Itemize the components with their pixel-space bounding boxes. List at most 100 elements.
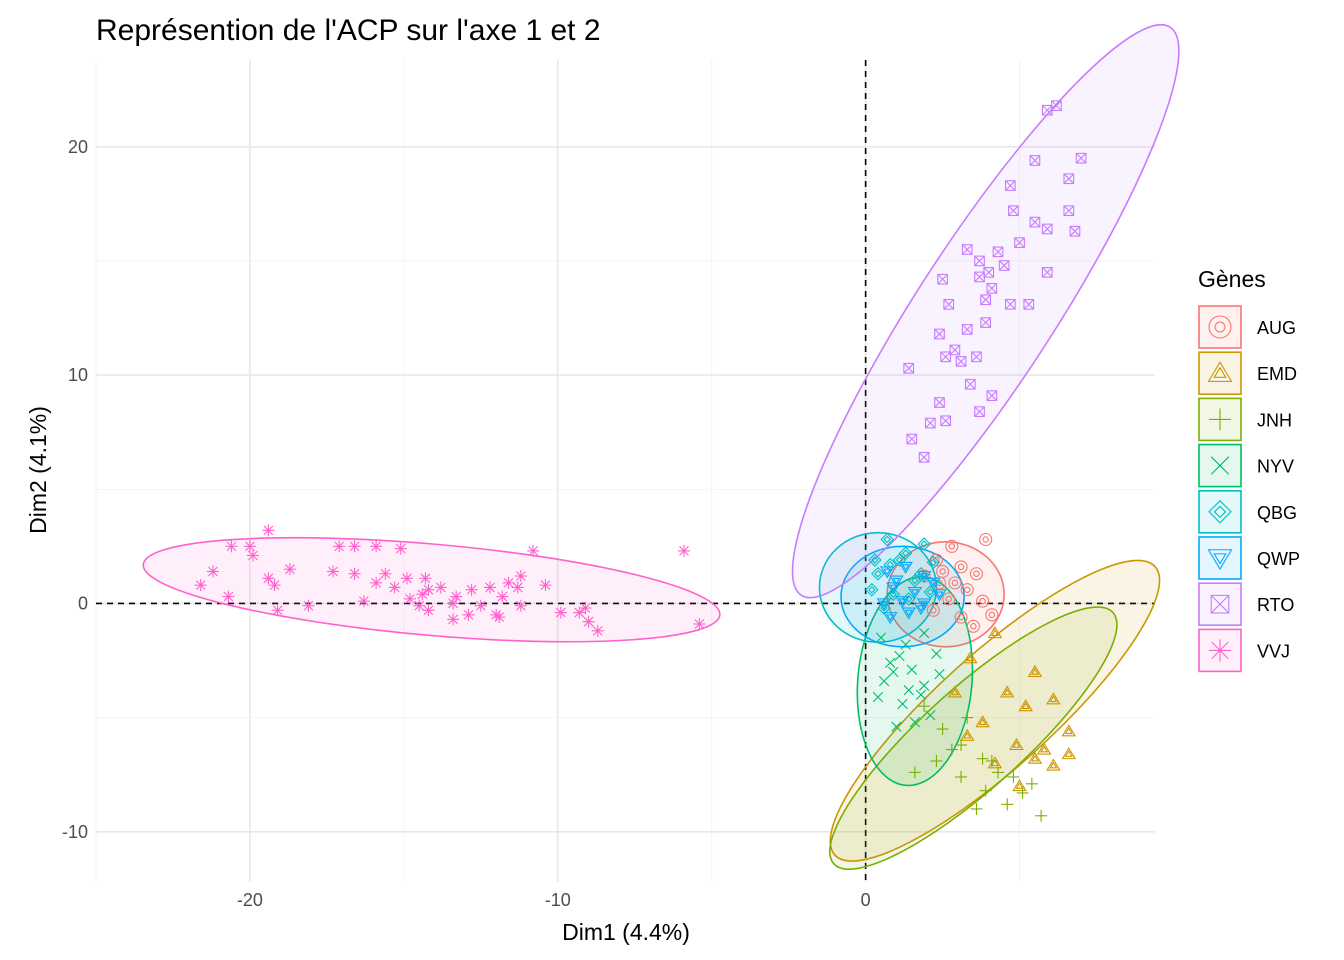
point-jnh [976,752,989,765]
legend-item-rto: RTO [1198,582,1294,627]
point-nyv [900,639,911,650]
point-rto [934,328,945,340]
point-qbg [871,566,885,581]
point-rto [906,433,918,445]
point-rto [1063,173,1075,185]
point-qbg [883,557,898,572]
point-nyv [885,657,896,668]
point-emd [963,651,978,664]
point-aug [966,619,980,633]
point-vvj [447,613,460,626]
point-emd [1061,724,1077,737]
point-rto [1014,237,1025,249]
point-vvj [247,549,260,562]
point-qwp [932,589,947,602]
legend-vvj-icon [1209,639,1231,662]
point-emd [1027,751,1043,764]
point-jnh [961,711,974,724]
point-vvj [327,565,340,578]
point-vvj [514,599,527,612]
point-vvj [194,579,207,592]
legend-label: NYV [1257,457,1294,477]
point-rto [937,273,948,285]
point-nyv [903,685,914,696]
point-rto [1004,180,1016,191]
legend-title: Gènes [1198,266,1266,292]
point-nyv [878,675,890,687]
point-emd [1009,737,1024,751]
point-qwp [876,598,892,611]
point-nyv [915,689,927,700]
point-rto [1023,298,1035,310]
point-qwp [889,575,904,588]
point-rto [1041,266,1053,278]
point-nyv [918,627,930,639]
point-emd [975,715,990,728]
legend-key [1198,305,1242,349]
point-qwp [916,598,932,611]
point-aug [969,567,983,581]
point-qwp [895,596,910,609]
point-jnh [1025,777,1038,790]
point-rto [1029,216,1041,228]
legend-item-qbg: QBG [1198,489,1297,534]
point-qbg [886,587,901,602]
x-tick-label: 0 [861,890,871,910]
point-jnh [936,723,949,736]
point-vvj [370,576,383,589]
point-vvj [527,544,540,557]
point-rto [1041,104,1053,116]
point-vvj [462,608,475,621]
point-aug [945,539,959,553]
point-vvj [271,604,284,617]
confidence-ellipses [142,23,1180,871]
legend-qwp-icon [1207,549,1233,571]
point-vvj [357,595,370,608]
point-rto [998,260,1010,271]
point-vvj [348,567,361,580]
y-tick-label: -10 [62,822,88,842]
y-axis-ticks: -10 0 10 20 [62,137,88,842]
point-qwp [882,612,898,625]
point-rto [918,451,930,463]
point-emd [947,685,963,698]
point-vvj [422,604,435,617]
legend-key [1198,351,1242,396]
point-jnh [955,770,968,783]
y-axis-label: Dim2 (4.1%) [25,406,51,534]
point-qbg [880,532,894,547]
point-vvj [447,597,460,610]
point-rto [1051,100,1062,112]
point-aug [954,610,968,624]
point-rto [961,324,973,335]
point-rto [974,255,985,267]
point-vvj [677,544,690,557]
point-rto [955,356,967,367]
point-vvj [422,583,435,596]
point-vvj [348,540,361,553]
legend-qbg-icon [1208,500,1232,524]
point-vvj [333,540,346,553]
point-vvj [493,611,506,624]
point-vvj [539,579,552,592]
point-vvj [416,588,429,601]
point-rto [1041,223,1053,235]
point-qbg [865,582,879,597]
point-rto [940,351,952,363]
point-jnh [1016,786,1029,799]
point-aug [979,532,993,547]
point-qwp [907,586,923,600]
x-axis-label: Dim1 (4.4%) [562,919,690,945]
point-vvj [413,599,426,612]
point-vvj [511,581,524,594]
point-qwp [886,582,901,595]
legend-item-nyv: NYV [1198,443,1294,488]
legend-label: QWP [1257,549,1300,569]
point-nyv [934,669,945,680]
point-nyv [918,680,930,691]
point-qbg [898,546,913,560]
point-jnh [979,784,992,797]
legend-jnh-icon [1209,408,1231,431]
point-qwp [879,566,895,579]
point-nyv [906,664,917,675]
